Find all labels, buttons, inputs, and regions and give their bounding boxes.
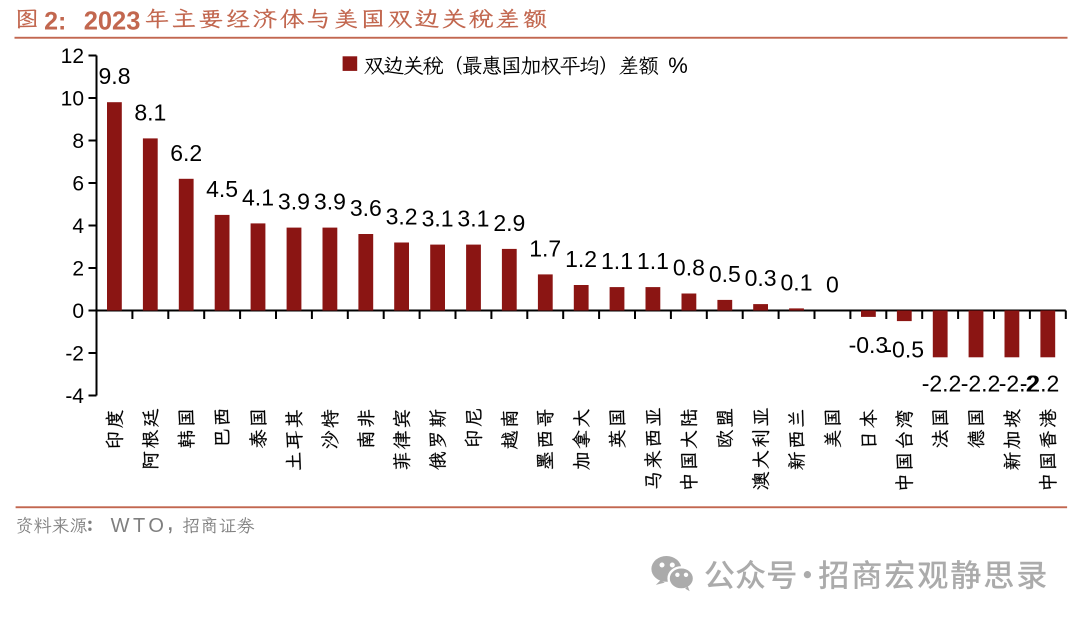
svg-text:-2.2: -2.2 — [961, 371, 1001, 397]
svg-text:%: % — [668, 53, 688, 78]
svg-text:4.1: 4.1 — [242, 184, 274, 210]
svg-text:-2.2: -2.2 — [922, 371, 962, 397]
svg-text:1.2: 1.2 — [565, 246, 597, 272]
svg-text:1.1: 1.1 — [601, 248, 633, 274]
svg-text:3.6: 3.6 — [350, 195, 382, 221]
svg-text:0.8: 0.8 — [673, 255, 705, 281]
svg-text:2.9: 2.9 — [493, 210, 525, 236]
svg-text:6.2: 6.2 — [170, 140, 202, 166]
svg-text:-0.5: -0.5 — [884, 336, 924, 362]
svg-text:0.1: 0.1 — [781, 269, 813, 295]
svg-text:9.8: 9.8 — [99, 63, 131, 89]
svg-text:12: 12 — [61, 45, 84, 68]
svg-text:2:: 2: — [44, 7, 66, 35]
svg-text:1.1: 1.1 — [637, 248, 669, 274]
svg-text:1.7: 1.7 — [529, 235, 561, 261]
svg-text:-2.2: -2.2 — [999, 371, 1039, 397]
svg-text:8.1: 8.1 — [134, 99, 166, 125]
svg-text:0.5: 0.5 — [709, 261, 741, 287]
svg-text:10: 10 — [61, 88, 84, 111]
svg-text:2: 2 — [72, 258, 84, 281]
svg-text:8: 8 — [72, 130, 84, 153]
svg-text:4.5: 4.5 — [206, 176, 238, 202]
svg-text:3.1: 3.1 — [422, 206, 454, 232]
svg-text:3.1: 3.1 — [457, 206, 489, 232]
svg-text:WTO: WTO — [111, 515, 168, 537]
svg-text:0.3: 0.3 — [745, 265, 777, 291]
svg-text:3.9: 3.9 — [314, 189, 346, 215]
svg-text:3.9: 3.9 — [278, 189, 310, 215]
svg-text:-2: -2 — [65, 343, 84, 366]
svg-text:,: , — [167, 506, 174, 536]
svg-text:-2.2: -2.2 — [1020, 371, 1060, 397]
svg-text:0: 0 — [72, 300, 84, 323]
svg-text:-0.3: -0.3 — [849, 332, 889, 358]
svg-text:3.2: 3.2 — [386, 204, 418, 230]
svg-text:-4: -4 — [65, 385, 84, 408]
svg-text:2023: 2023 — [84, 7, 141, 35]
svg-text:4: 4 — [72, 215, 84, 238]
svg-text:0: 0 — [826, 272, 839, 298]
svg-text:6: 6 — [72, 173, 84, 196]
